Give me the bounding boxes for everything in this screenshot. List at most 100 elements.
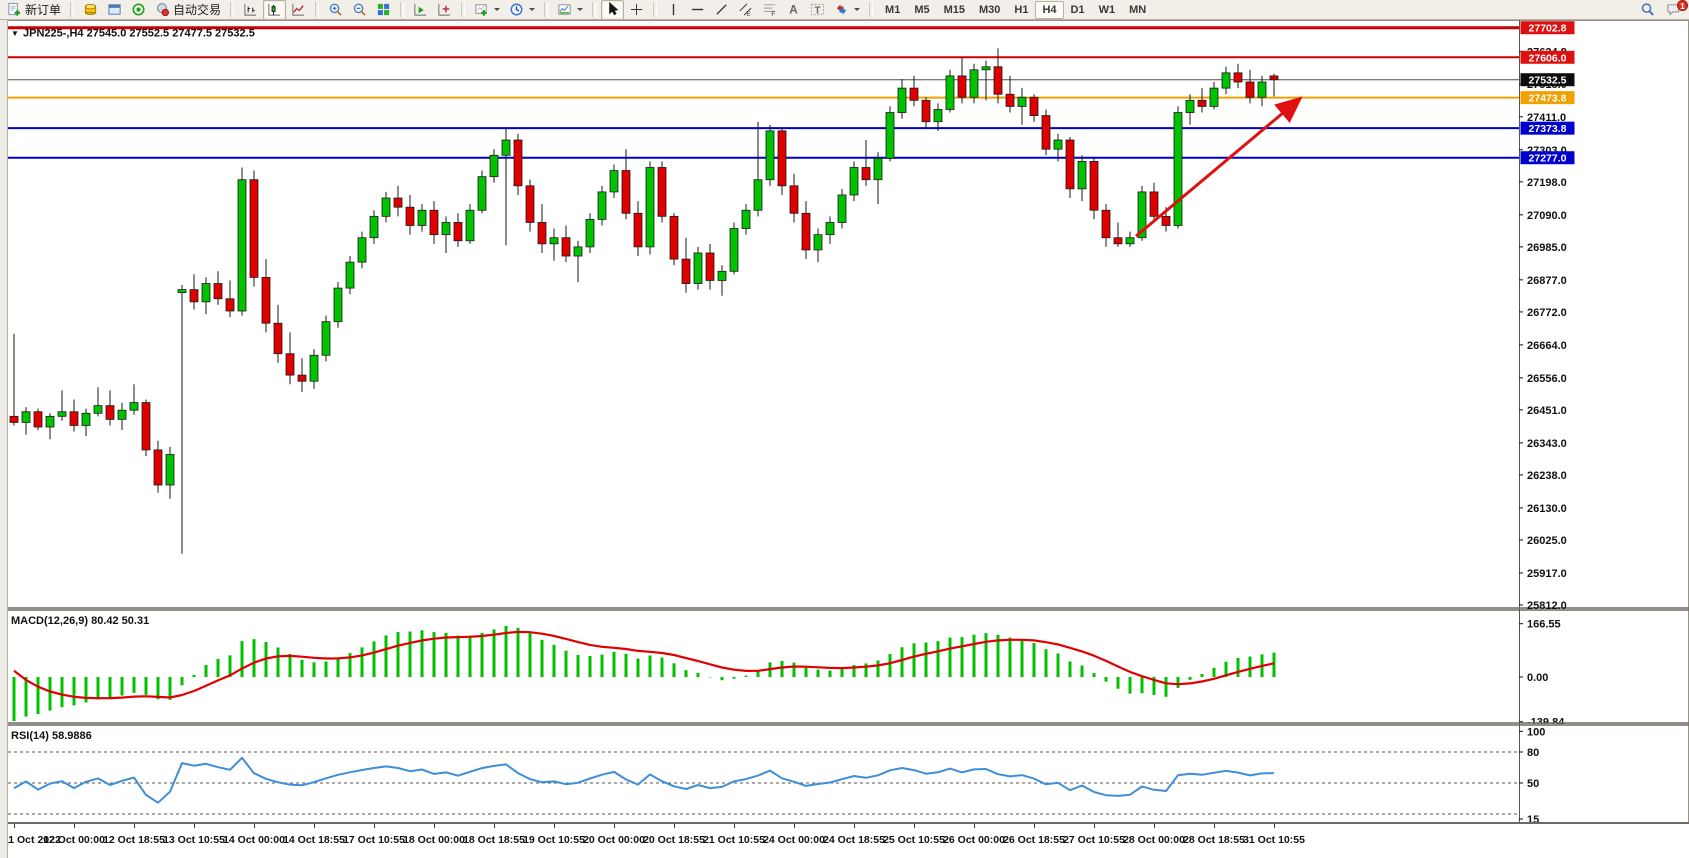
new-order-button[interactable]: 新订单 xyxy=(3,0,65,20)
line-chart-button[interactable] xyxy=(287,0,310,20)
candle-body xyxy=(1113,237,1123,245)
notification-button[interactable]: 1 xyxy=(1661,0,1688,20)
price-badge-label: 27532.5 xyxy=(1529,75,1567,87)
candle-body xyxy=(201,283,211,303)
candle-body xyxy=(393,197,403,208)
line-chart-icon xyxy=(291,2,306,17)
candle-body xyxy=(1197,99,1207,107)
candle-body xyxy=(1269,75,1279,81)
date-tick xyxy=(14,824,15,828)
candle-body xyxy=(465,209,475,242)
text-button[interactable]: A xyxy=(782,0,805,20)
price-tick-label: 27411.0 xyxy=(1527,112,1566,124)
candle-body xyxy=(93,405,103,414)
svg-text:F: F xyxy=(771,11,775,17)
candle-body xyxy=(285,353,295,376)
date-tick xyxy=(1034,824,1035,828)
auto-scroll-icon xyxy=(413,2,428,17)
candle-body xyxy=(909,87,919,101)
candle-body xyxy=(153,449,163,486)
timeframe-button-d1[interactable]: D1 xyxy=(1070,3,1085,16)
candle-body xyxy=(813,234,823,251)
candle-body xyxy=(1149,191,1159,217)
date-label: 13 Oct 10:55 xyxy=(163,834,225,846)
auto-trading-button[interactable]: 自动交易 xyxy=(151,0,225,20)
price-chart-panel[interactable]: 27624.827518.027411.027303.027198.027090… xyxy=(0,20,1689,609)
text-label-button[interactable]: T xyxy=(806,0,829,20)
market-watch-button[interactable] xyxy=(79,0,102,20)
rsi-indicator-panel[interactable]: 100 80 50 15 RSI(14) 58.9886 xyxy=(0,724,1689,822)
timeframe-button-h1[interactable]: H1 xyxy=(1014,3,1029,16)
text-icon: A xyxy=(786,2,801,17)
chevron-down-icon xyxy=(577,8,584,11)
price-badge-label: 27702.8 xyxy=(1529,23,1567,35)
candle-body xyxy=(105,405,115,420)
price-tick-label: 25812.0 xyxy=(1527,600,1567,609)
candle-body xyxy=(357,237,367,263)
candle-body xyxy=(765,130,775,181)
left-splitter[interactable] xyxy=(0,20,8,858)
candlestick-chart-button[interactable] xyxy=(263,0,287,20)
candle-body xyxy=(993,66,1003,95)
trendline-button[interactable] xyxy=(710,0,733,20)
indicators-icon xyxy=(474,2,489,17)
chevron-down-icon xyxy=(854,8,861,11)
macd-indicator-panel[interactable]: 166.55 0.00 -139.84 MACD(12,26,9) 80.42 50.… xyxy=(0,609,1689,724)
timeframe-button-w1[interactable]: W1 xyxy=(1098,3,1116,16)
date-tick xyxy=(1094,824,1095,828)
periods-button[interactable] xyxy=(505,0,539,20)
sound-alert-button[interactable] xyxy=(127,0,150,20)
candle-body xyxy=(57,411,67,417)
price-tick-label: 26877.0 xyxy=(1527,275,1567,287)
zoom-out-button[interactable] xyxy=(348,0,371,20)
arrows-button[interactable] xyxy=(830,0,864,20)
crosshair-button[interactable] xyxy=(625,0,648,20)
candle-body xyxy=(1209,87,1219,107)
candle-body xyxy=(381,197,391,217)
trend-arrow[interactable] xyxy=(1135,96,1303,238)
date-tick xyxy=(254,824,255,828)
fibonacci-icon: F xyxy=(762,2,777,17)
vertical-line-button[interactable] xyxy=(662,0,685,20)
timeframe-button-mn[interactable]: MN xyxy=(1129,3,1147,16)
candle-body xyxy=(837,194,847,223)
templates-button[interactable] xyxy=(553,0,587,20)
date-tick xyxy=(494,824,495,828)
candle-body xyxy=(237,179,247,312)
date-label: 26 Oct 18:55 xyxy=(1003,834,1065,846)
macd-tick-label: 166.55 xyxy=(1527,619,1561,631)
timeframe-button-m30[interactable]: M30 xyxy=(979,3,1001,16)
cursor-button[interactable] xyxy=(601,0,625,20)
horizontal-line-button[interactable] xyxy=(686,0,709,20)
fibonacci-button[interactable]: F xyxy=(758,0,781,20)
auto-scroll-button[interactable] xyxy=(409,0,432,20)
auto-trading-icon xyxy=(155,2,170,17)
candle-body xyxy=(585,218,595,248)
chart-shift-button[interactable] xyxy=(433,0,456,20)
date-axis[interactable]: 11 Oct 2022 12 Oct 00:00 12 Oct 18:55 13 Oc… xyxy=(0,822,1689,858)
date-label: 25 Oct 10:55 xyxy=(883,834,945,846)
zoom-in-button[interactable] xyxy=(324,0,347,20)
candle-body xyxy=(405,206,415,226)
indicators-button[interactable] xyxy=(470,0,504,20)
timeframe-button-m1[interactable]: M1 xyxy=(885,3,901,16)
tile-windows-button[interactable] xyxy=(372,0,395,20)
equidistant-channel-button[interactable]: E xyxy=(734,0,757,20)
timeframe-button-m5[interactable]: M5 xyxy=(914,3,930,16)
equidistant-channel-icon: E xyxy=(738,2,753,17)
date-tick xyxy=(674,824,675,828)
candles-layer[interactable] xyxy=(9,48,1279,554)
bar-chart-button[interactable] xyxy=(239,0,262,20)
new-order-icon xyxy=(7,2,22,17)
candle-body xyxy=(429,209,439,236)
candle-body xyxy=(645,167,655,248)
search-button[interactable] xyxy=(1635,0,1660,20)
data-window-button[interactable] xyxy=(103,0,126,20)
timeframe-button-m15[interactable]: M15 xyxy=(943,3,965,16)
candle-body xyxy=(321,321,331,356)
toolbar-button-label: 自动交易 xyxy=(173,3,222,17)
toolbar-button-label: 新订单 xyxy=(25,3,62,17)
macd-signal-line xyxy=(13,630,1275,700)
macd-tick-label: 0.00 xyxy=(1527,672,1548,684)
timeframe-button-h4[interactable]: H4 xyxy=(1035,0,1064,19)
